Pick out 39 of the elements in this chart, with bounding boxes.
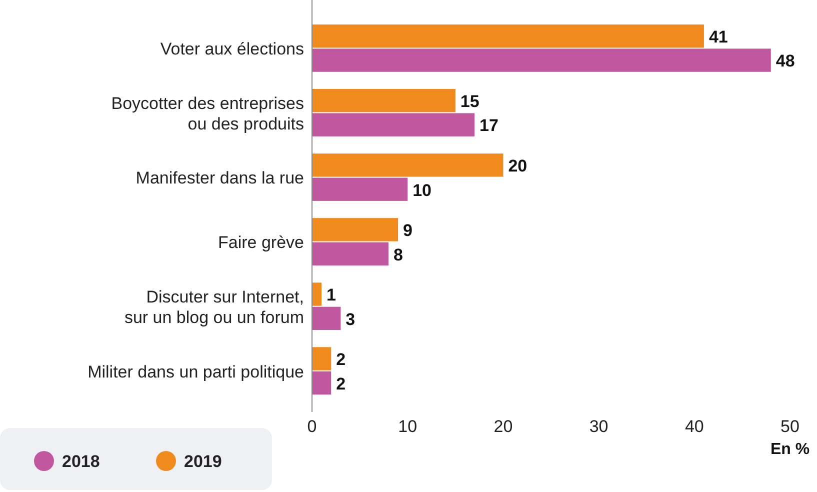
x-tick-label: 40 <box>684 417 704 436</box>
data-label: 2 <box>336 374 346 394</box>
data-label: 2 <box>336 350 346 370</box>
bar <box>312 242 388 266</box>
data-label: 10 <box>412 180 432 200</box>
data-label: 1 <box>326 286 336 305</box>
y-tick-label: Militer dans un parti politique <box>88 362 304 382</box>
data-label: 3 <box>346 310 356 329</box>
bar <box>312 178 408 201</box>
bar <box>312 371 332 395</box>
x-tick-label: 20 <box>494 417 513 436</box>
y-tick-label: Boycotter des entreprises ou des produits <box>111 94 304 134</box>
bar <box>312 218 398 242</box>
x-tick-label: 0 <box>307 417 317 436</box>
legend-label: 2018 <box>62 452 100 471</box>
data-label: 17 <box>480 116 498 136</box>
data-label: 15 <box>460 92 480 112</box>
x-tick-label: 10 <box>398 417 418 436</box>
data-label: 9 <box>403 221 413 240</box>
bar <box>312 48 771 72</box>
y-tick-label: Discuter sur Internet, sur un blog ou un forum <box>124 288 304 327</box>
y-tick-label: Faire grève <box>218 233 304 252</box>
data-label: 8 <box>393 245 403 264</box>
bar <box>312 282 322 306</box>
y-tick-label: Manifester dans la rue <box>136 168 304 188</box>
bar <box>312 306 341 330</box>
x-axis-title: En % <box>770 441 810 458</box>
legend-label: 2019 <box>184 452 222 471</box>
y-tick-label: Voter aux élections <box>160 40 304 59</box>
data-label: 20 <box>508 156 528 176</box>
bar <box>312 113 475 136</box>
x-tick-label: 30 <box>589 417 608 436</box>
bar <box>312 347 332 370</box>
bar <box>312 88 456 112</box>
data-label: 41 <box>708 28 728 47</box>
bar <box>312 154 504 177</box>
x-tick-label: 50 <box>780 417 800 436</box>
data-label: 48 <box>776 52 795 71</box>
bar <box>312 24 704 48</box>
